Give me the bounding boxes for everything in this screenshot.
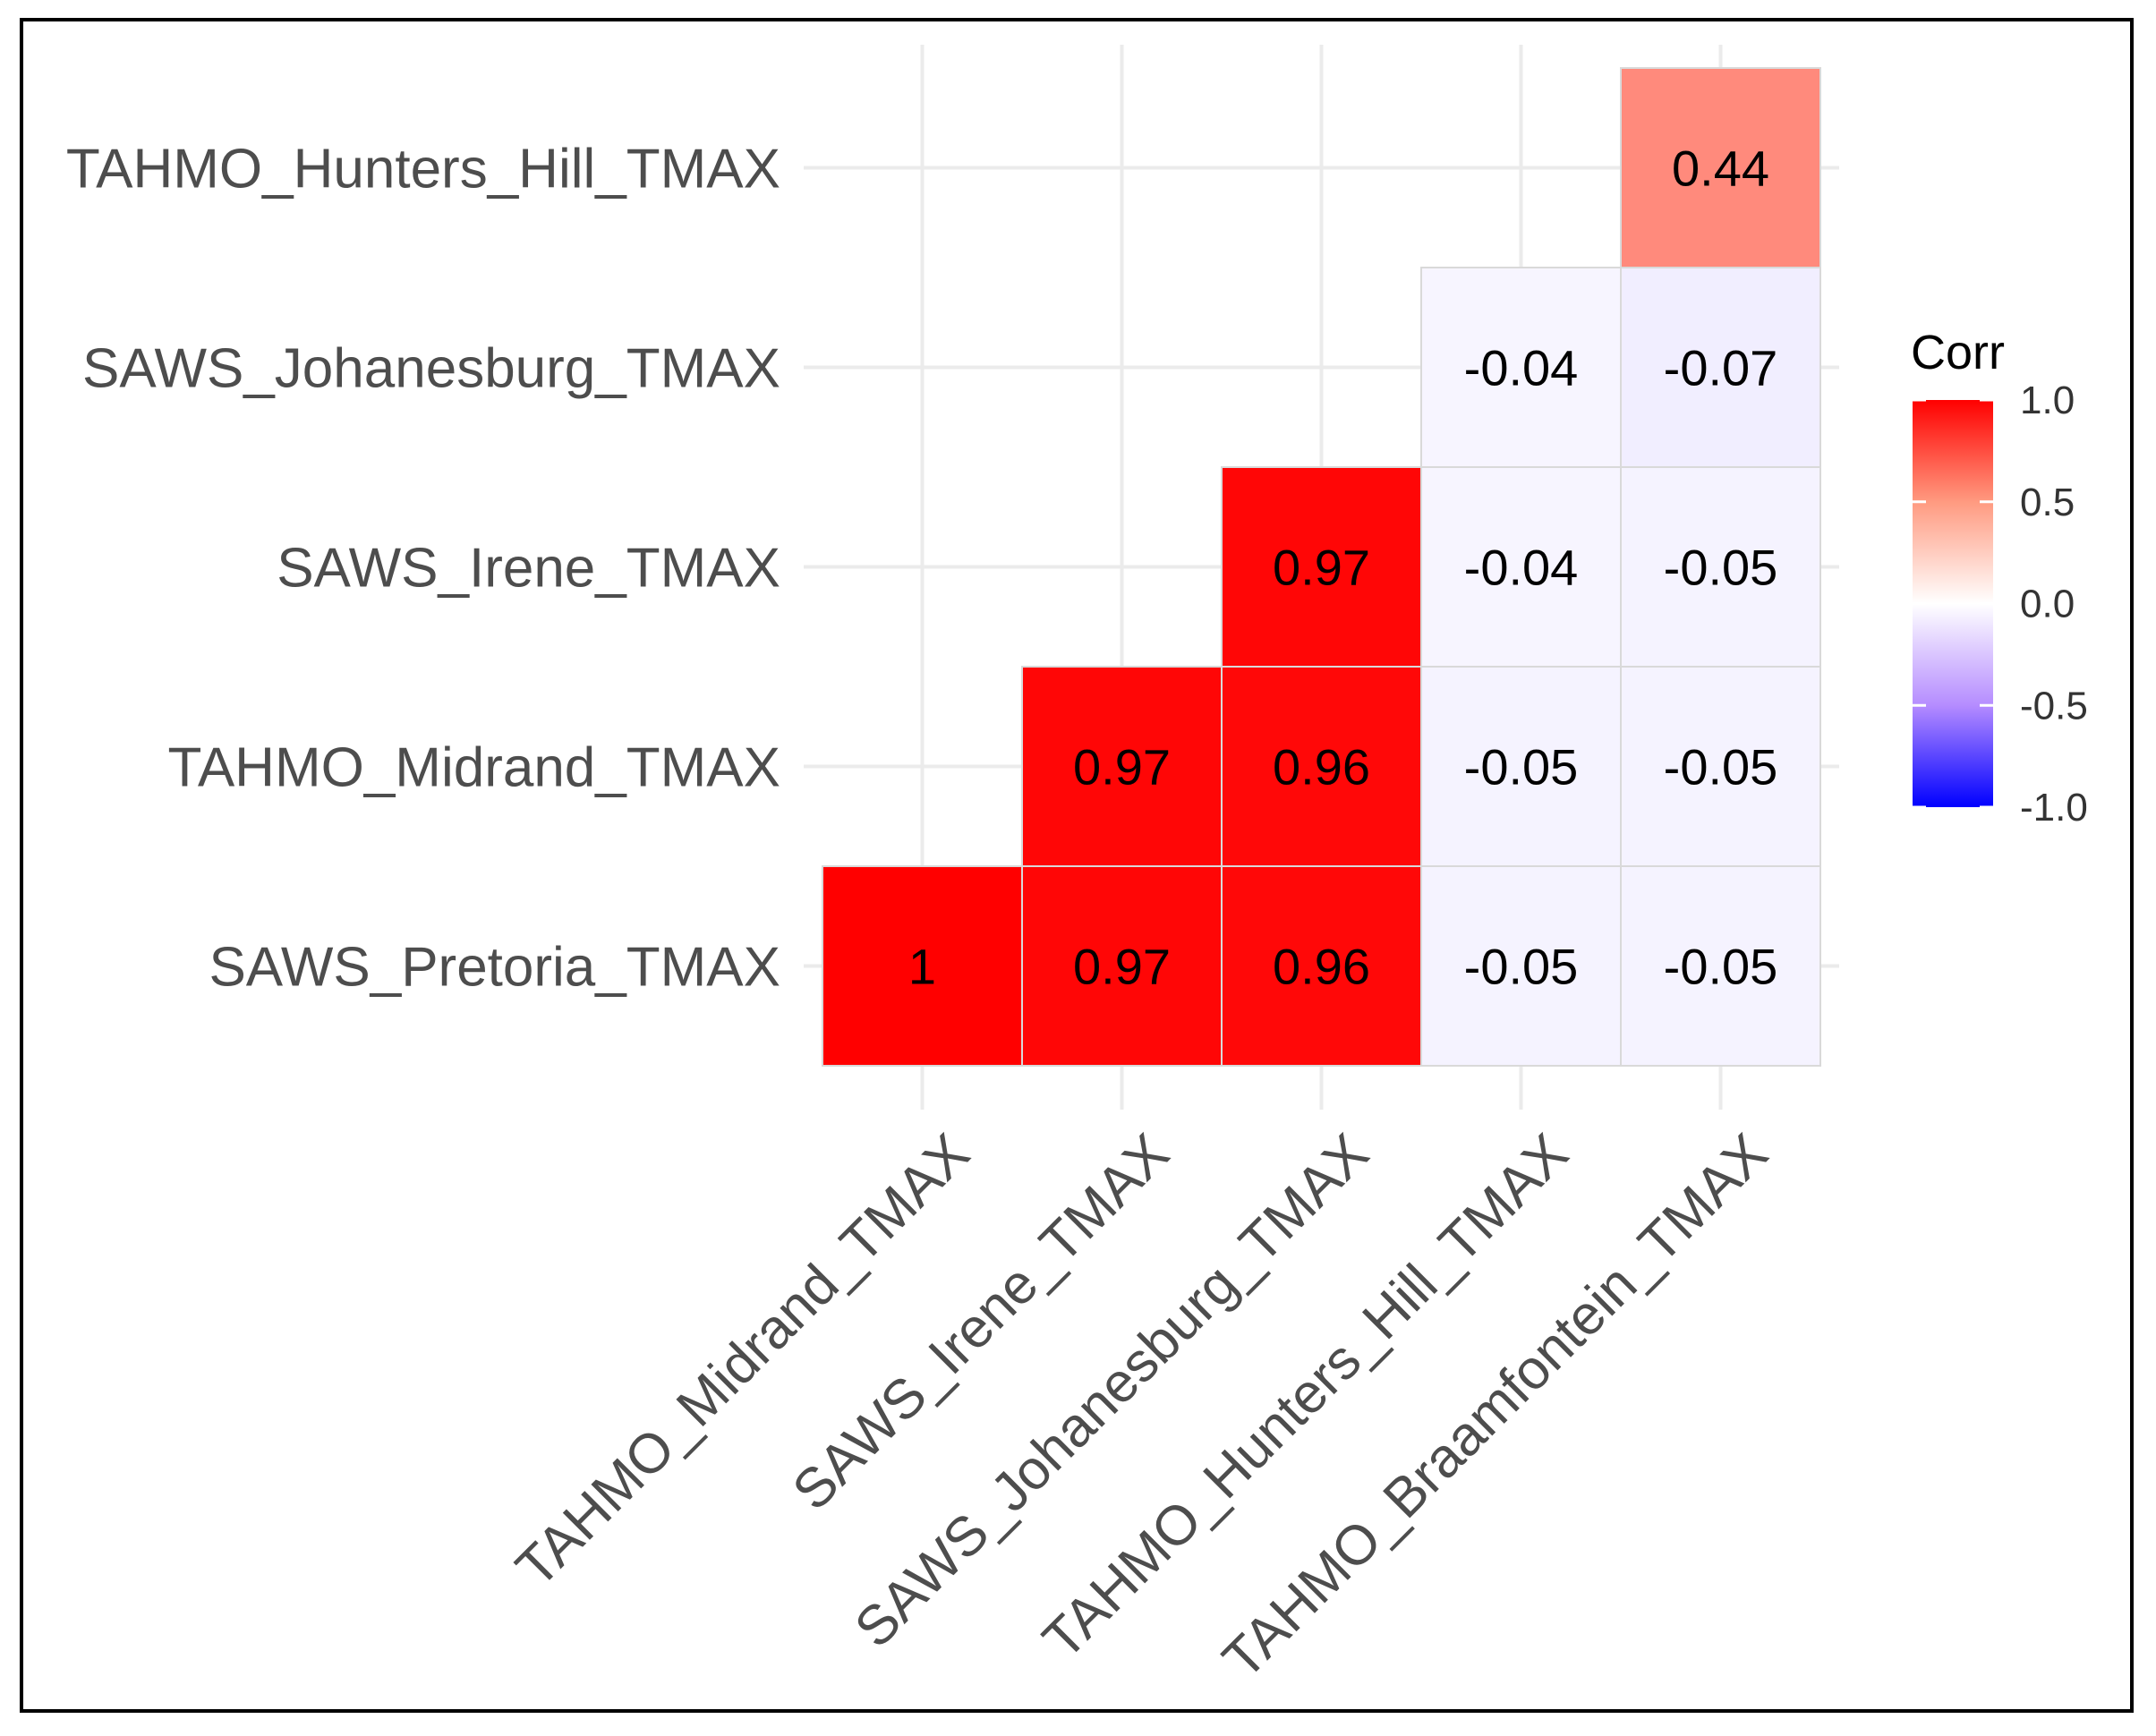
cell-value-label: -0.05 [1464, 939, 1579, 995]
y-tick-label: TAHMO_Midrand_TMAX [168, 737, 780, 799]
y-tick-label: SAWS_Johanesburg_TMAX [82, 338, 780, 400]
y-tick-label: TAHMO_Hunters_Hill_TMAX [66, 139, 780, 200]
x-tick-label: SAWS_Irene_TMAX [781, 1122, 1181, 1522]
cell-value-label: -0.05 [1664, 739, 1778, 796]
x-axis-labels: TAHMO_Midrand_TMAXSAWS_Irene_TMAXSAWS_Jo… [505, 1122, 1780, 1690]
y-axis-labels: SAWS_Pretoria_TMAX TAHMO_Midrand_TMAX SAWS… [66, 139, 780, 999]
cell-value-label: -0.05 [1464, 739, 1579, 796]
cell-value-label: -0.05 [1664, 540, 1778, 596]
legend-tick-label: -0.5 [2020, 684, 2088, 728]
cell-value-label: 0.96 [1273, 739, 1370, 796]
cell-value-label: -0.07 [1664, 340, 1778, 396]
legend-tick-label: -1.0 [2020, 786, 2088, 830]
legend-tick-label: 1.0 [2020, 379, 2075, 422]
cell-value-label: -0.05 [1664, 939, 1778, 995]
cell-value-label: 0.96 [1273, 939, 1370, 995]
legend-tick-label: 0.0 [2020, 583, 2075, 626]
cell-value-label: -0.04 [1464, 540, 1579, 596]
cell-value-label: 0.97 [1073, 939, 1171, 995]
legend-title: Corr [1911, 326, 2005, 379]
y-tick-label: SAWS_Irene_TMAX [277, 538, 780, 600]
cell-value-label: -0.04 [1464, 340, 1579, 396]
cell-value-label: 1 [908, 939, 936, 995]
color-legend: Corr 1.0 0.5 0.0 -0.5 -1.0 [1911, 326, 2088, 830]
y-tick-label: SAWS_Pretoria_TMAX [209, 937, 780, 999]
cell-value-label: 0.44 [1672, 140, 1769, 197]
cell-value-label: 0.97 [1273, 540, 1370, 596]
legend-tick-label: 0.5 [2020, 481, 2075, 524]
cell-value-label: 0.97 [1073, 739, 1171, 796]
